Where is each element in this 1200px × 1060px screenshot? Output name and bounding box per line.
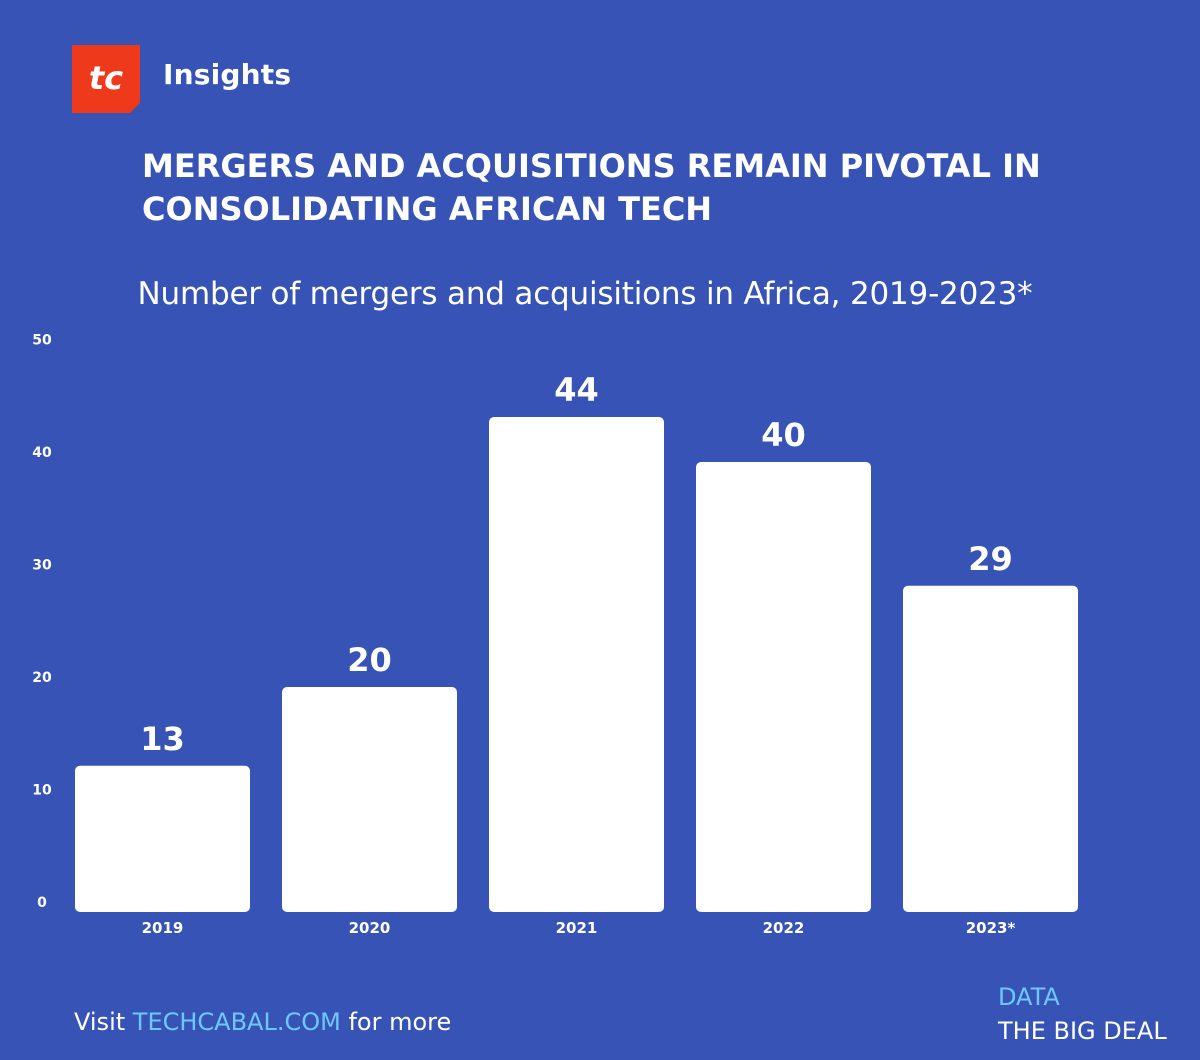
bar-2023 xyxy=(903,585,1078,912)
y-tick-label: 0 xyxy=(37,895,47,911)
data-source-name: THE BIG DEAL xyxy=(998,1017,1167,1045)
y-tick-label: 20 xyxy=(32,670,52,686)
x-tick-label: 2022 xyxy=(763,919,805,937)
bar-2022 xyxy=(696,462,871,912)
bar-2021 xyxy=(489,417,664,912)
y-tick-label: 30 xyxy=(32,558,52,574)
brand-name: Insights xyxy=(163,58,292,91)
x-tick-label: 2020 xyxy=(349,919,391,937)
techcabal-link[interactable]: TECHCABAL.COM xyxy=(132,1008,341,1036)
footer-visit: Visit TECHCABAL.COM for more xyxy=(74,1008,451,1036)
bar-2020 xyxy=(282,687,457,912)
bar-2019 xyxy=(75,765,250,912)
x-tick-label: 2019 xyxy=(142,919,184,937)
footer-visit-prefix: Visit xyxy=(74,1008,133,1036)
headline: MERGERS AND ACQUISITIONS REMAIN PIVOTAL … xyxy=(142,147,1041,228)
footer-visit-suffix: for more xyxy=(340,1008,452,1036)
bar-value-label: 29 xyxy=(968,540,1013,578)
svg-text:tc: tc xyxy=(89,59,123,97)
y-tick-label: 40 xyxy=(32,445,52,461)
footer-data-source: DATA THE BIG DEAL xyxy=(998,980,1167,1048)
data-label: DATA xyxy=(998,983,1060,1011)
bar-value-label: 40 xyxy=(761,416,806,454)
x-tick-label: 2021 xyxy=(556,919,598,937)
bar-chart: 0102030405013201920202044202140202229202… xyxy=(32,333,1078,937)
chart-subtitle: Number of mergers and acquisitions in Af… xyxy=(137,276,1033,312)
y-tick-label: 10 xyxy=(32,783,52,799)
y-tick-label: 50 xyxy=(32,333,52,349)
bar-value-label: 13 xyxy=(140,720,185,758)
bar-value-label: 44 xyxy=(554,371,599,409)
techcabal-logo: tc xyxy=(72,45,140,113)
x-tick-label: 2023* xyxy=(966,919,1016,937)
bar-value-label: 20 xyxy=(347,641,392,679)
